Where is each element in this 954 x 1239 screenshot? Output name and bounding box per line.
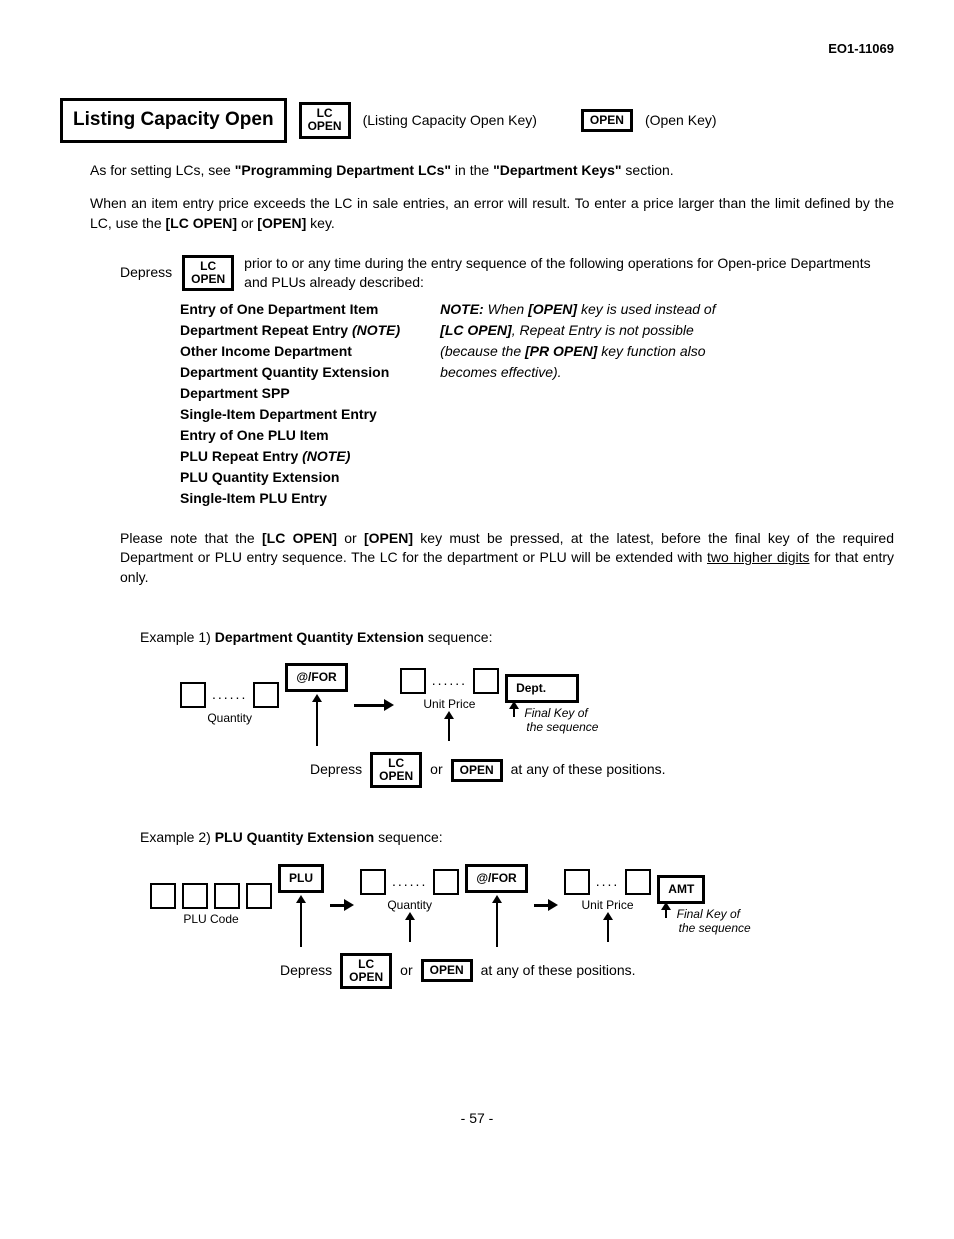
- at-for-key-2: @/FOR: [465, 864, 527, 893]
- depress-tail: prior to or any time during the entry se…: [244, 254, 894, 293]
- at-for-key: @/FOR: [285, 663, 347, 692]
- note-block: NOTE: When [OPEN] key is used instead of…: [440, 299, 720, 509]
- open-key-label: (Open Key): [645, 111, 717, 131]
- dept-key: Dept.: [505, 674, 579, 703]
- key-line2: OPEN: [308, 120, 342, 133]
- setting-lcs-para: As for setting LCs, see "Programming Dep…: [90, 161, 894, 181]
- operations-and-note: Entry of One Department Item Department …: [180, 299, 894, 509]
- open-key-icon: OPEN: [581, 109, 633, 132]
- open-key-icon-2: OPEN: [451, 759, 503, 782]
- operations-list: Entry of One Department Item Department …: [180, 299, 400, 509]
- doc-id: EO1-11069: [60, 40, 894, 58]
- press-before-final-para: Please note that the [LC OPEN] or [OPEN]…: [120, 529, 894, 588]
- lc-open-key-icon: LC OPEN: [299, 102, 351, 138]
- example-1-diagram: ...... Quantity @/FOR ...... Unit Price …: [180, 663, 894, 788]
- example-1-label: Example 1) Department Quantity Extension…: [140, 628, 894, 648]
- arrow-icon: [354, 699, 394, 711]
- example-1-depress: Depress LCOPEN or OPEN at any of these p…: [310, 752, 894, 788]
- plu-key: PLU: [278, 864, 324, 893]
- open-key-icon-3: OPEN: [421, 959, 473, 982]
- lc-open-key-label: (Listing Capacity Open Key): [363, 111, 537, 131]
- lc-open-key-icon-3: LCOPEN: [370, 752, 422, 788]
- depress-label: Depress: [120, 263, 172, 283]
- section-title: Listing Capacity Open: [60, 98, 287, 143]
- title-row: Listing Capacity Open LC OPEN (Listing C…: [60, 98, 894, 143]
- arrow-icon: [330, 899, 354, 911]
- arrow-icon: [534, 899, 558, 911]
- lc-open-key-icon-4: LCOPEN: [340, 953, 392, 989]
- example-2-label: Example 2) PLU Quantity Extension sequen…: [140, 828, 894, 848]
- depress-instruction: Depress LC OPEN prior to or any time dur…: [120, 254, 894, 293]
- amt-key: AMT: [657, 875, 705, 904]
- example-2-depress: Depress LCOPEN or OPEN at any of these p…: [280, 953, 894, 989]
- page-number: - 57 -: [60, 1109, 894, 1129]
- example-2-diagram: PLU Code PLU ...... Quantity @/FOR .... …: [150, 864, 894, 989]
- exceed-lc-para: When an item entry price exceeds the LC …: [90, 194, 894, 233]
- lc-open-key-icon-2: LC OPEN: [182, 255, 234, 291]
